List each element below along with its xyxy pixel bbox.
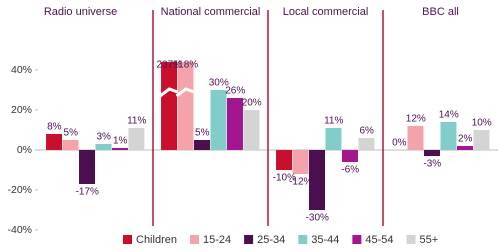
legend-label: Children bbox=[136, 234, 177, 246]
legend-label: 55+ bbox=[420, 234, 439, 246]
legend-label: 15-24 bbox=[203, 234, 231, 246]
data-label: -17% bbox=[76, 187, 99, 198]
legend-swatch bbox=[244, 235, 254, 244]
panel-title-text: Radio universe bbox=[43, 6, 118, 18]
data-label: 20% bbox=[242, 98, 262, 109]
data-label: 3% bbox=[97, 132, 112, 143]
legend-swatch bbox=[406, 235, 416, 244]
bar bbox=[358, 138, 375, 150]
legend-swatch bbox=[123, 235, 132, 244]
bar bbox=[473, 130, 490, 150]
legend-swatch bbox=[352, 235, 362, 244]
data-label: 5% bbox=[64, 128, 79, 139]
data-label: -3% bbox=[423, 159, 441, 170]
bar bbox=[128, 128, 145, 150]
data-label: 26% bbox=[225, 86, 245, 97]
panel-title-text: Local commercial bbox=[282, 6, 369, 18]
data-label: 12% bbox=[406, 114, 426, 125]
legend-label: 25-34 bbox=[257, 234, 285, 246]
bar bbox=[79, 150, 95, 184]
bars bbox=[46, 62, 490, 210]
data-label: 6% bbox=[359, 126, 374, 137]
panel-title: BBC all bbox=[422, 6, 459, 18]
bar bbox=[62, 140, 79, 150]
bar bbox=[194, 140, 210, 150]
panel-title-text: National commercial bbox=[160, 6, 261, 18]
data-label: 10% bbox=[472, 118, 492, 129]
data-label: -30% bbox=[306, 213, 329, 224]
bar bbox=[456, 146, 473, 150]
bar bbox=[226, 98, 243, 150]
y-tick-label: 40% bbox=[11, 64, 32, 76]
data-label: 11% bbox=[324, 116, 343, 127]
bar bbox=[309, 150, 325, 210]
bar bbox=[210, 90, 227, 150]
data-label: 2% bbox=[458, 134, 473, 145]
y-tick-label: -20% bbox=[7, 184, 32, 196]
data-label: 237% bbox=[157, 60, 183, 71]
bar bbox=[177, 62, 194, 150]
panel-title-text: BBC all bbox=[422, 6, 459, 18]
data-label: 0% bbox=[392, 138, 407, 149]
bar bbox=[111, 148, 128, 150]
y-tick-label: 0% bbox=[17, 144, 32, 156]
y-tick-label: 20% bbox=[11, 104, 32, 116]
bar bbox=[407, 126, 424, 150]
bar bbox=[276, 150, 293, 170]
data-label: 14% bbox=[439, 110, 459, 121]
legend-label: 35-44 bbox=[311, 234, 339, 246]
legend-swatch bbox=[298, 235, 308, 244]
data-label: 5% bbox=[195, 128, 210, 139]
bar bbox=[161, 62, 178, 150]
panel-title: Local commercial bbox=[282, 6, 369, 18]
data-label: 8% bbox=[47, 122, 62, 133]
data-label: -6% bbox=[341, 165, 359, 176]
bar bbox=[440, 122, 457, 150]
legend-label: 45-54 bbox=[365, 234, 393, 246]
bar bbox=[46, 134, 63, 150]
data-label: 30% bbox=[209, 78, 229, 89]
annotations: Radio universe National commercial Local c… bbox=[43, 6, 492, 246]
bar bbox=[341, 150, 358, 162]
bar bbox=[292, 150, 309, 174]
data-label: 1% bbox=[113, 136, 128, 147]
axis-break bbox=[175, 87, 195, 98]
bar bbox=[325, 128, 342, 150]
y-tick-label: -40% bbox=[7, 224, 32, 236]
bar bbox=[243, 110, 260, 150]
panel-title: Radio universe bbox=[43, 6, 118, 18]
data-label: 11% bbox=[127, 116, 146, 127]
data-label: -12% bbox=[289, 177, 312, 188]
legend-swatch bbox=[189, 235, 199, 244]
data-label: -10% bbox=[273, 173, 296, 184]
bar bbox=[424, 150, 440, 156]
panel-title: National commercial bbox=[160, 6, 261, 18]
bar bbox=[95, 144, 112, 150]
axis-break bbox=[159, 87, 179, 98]
data-label: 118% bbox=[173, 60, 198, 71]
